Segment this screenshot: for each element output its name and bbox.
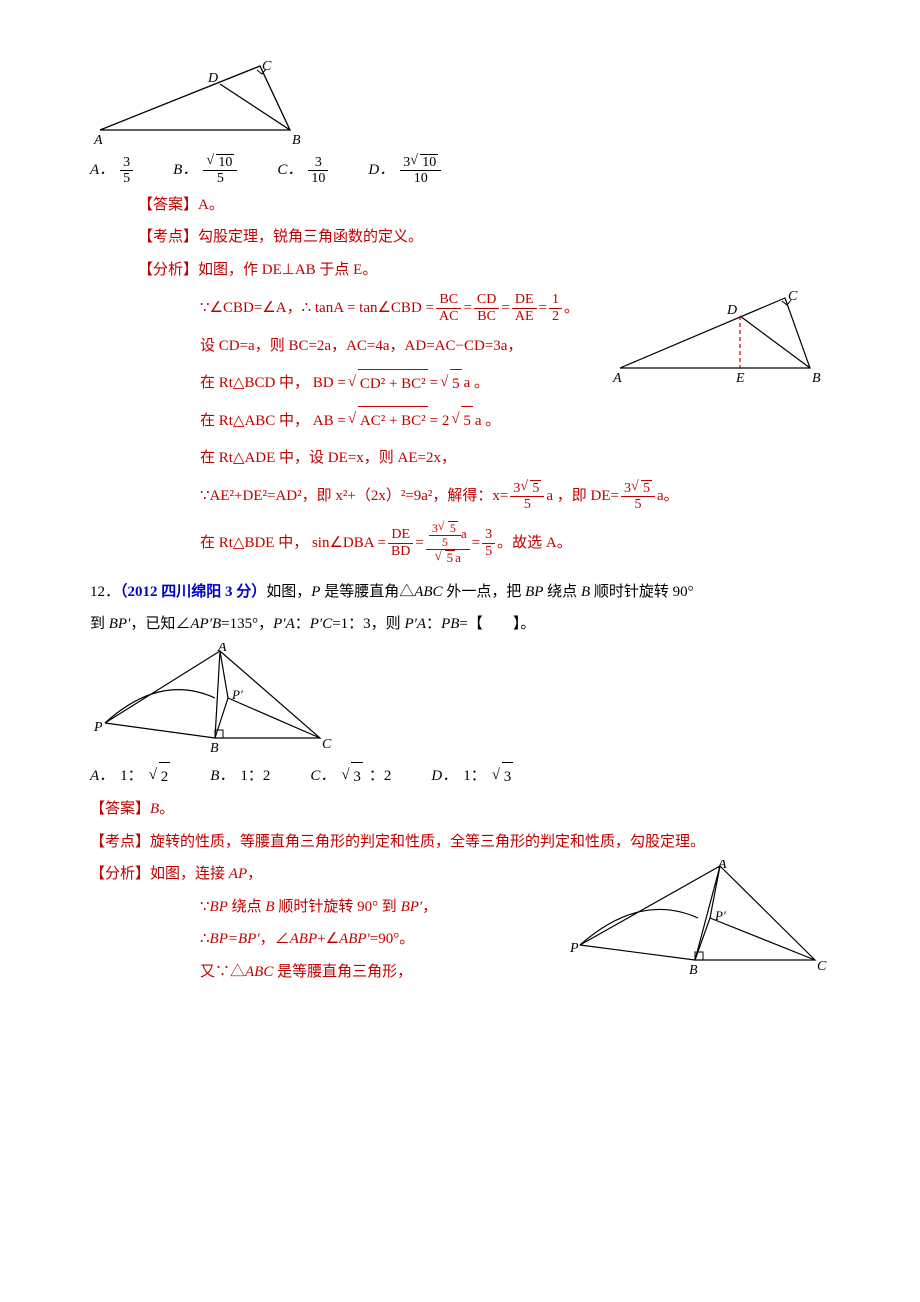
q11-step5: 在 Rt△ADE 中，设 DE=x，则 AE=2x，	[90, 444, 830, 473]
q12-option-d: D． 1：3	[431, 762, 513, 792]
svg-text:C: C	[322, 737, 332, 752]
q12-stem-2: 到 BP′，已知∠AP′B=135°，P′A：P′C=1：3，则 P′A：PB=…	[90, 610, 830, 639]
svg-text:C: C	[262, 60, 272, 74]
q11-analysis-figure: A B C D E	[610, 288, 830, 393]
q12-stem: 12．（2012 四川绵阳 3 分）如图，P 是等腰直角△ABC 外一点，把 B…	[90, 578, 830, 607]
q11-options: A． 35 B． 105 C． 310 D． 31010	[90, 154, 830, 187]
svg-text:E: E	[735, 371, 745, 386]
svg-text:C: C	[788, 289, 798, 304]
svg-text:P: P	[93, 720, 103, 735]
q11-step7: 在 Rt△BDE 中， sin∠DBA = DEBD = 355a 5a = 3…	[90, 521, 572, 566]
q12-options: A． 1：2 B． 1：2 C． 3：2 D． 1：3	[90, 762, 830, 792]
q11-step3: 在 Rt△BCD 中， BD = CD² + BC² = 5 a 。	[90, 369, 489, 399]
q12-option-b: B． 1：2	[210, 762, 270, 792]
svg-text:P′: P′	[231, 687, 243, 702]
svg-text:P′: P′	[714, 908, 726, 923]
svg-text:B: B	[292, 133, 301, 148]
svg-text:C: C	[817, 959, 827, 974]
q12-answer: 【答案】B。	[90, 795, 830, 824]
q11-step6: ∵AE²+DE²=AD²，即 x²+（2x）²=9a²，解得：x= 355 a …	[90, 480, 679, 513]
q11-option-c: C． 310	[277, 154, 328, 187]
svg-text:A: A	[717, 860, 727, 872]
q11-step4: 在 Rt△ABC 中， AB = AC² + BC² = 2 5 a 。	[90, 406, 500, 436]
q11-figure: A B C D	[90, 60, 830, 150]
q11-option-d: D． 31010	[368, 154, 441, 187]
svg-text:B: B	[689, 963, 698, 978]
svg-text:A: A	[217, 643, 227, 655]
q12-kaodian: 【考点】旋转的性质，等腰直角三角形的判定和性质，全等三角形的判定和性质，勾股定理…	[90, 828, 830, 857]
svg-text:D: D	[207, 71, 218, 86]
svg-text:B: B	[812, 371, 821, 386]
q12-analysis-figure: A B C P P′	[570, 860, 830, 980]
svg-text:P: P	[570, 941, 579, 956]
q11-kaodian: 【考点】勾股定理，锐角三角函数的定义。	[90, 223, 830, 252]
svg-text:B: B	[210, 741, 219, 756]
q11-answer: 【答案】A。	[90, 191, 830, 220]
q11-option-a: A． 35	[90, 154, 133, 187]
q12-option-c: C． 3：2	[310, 762, 391, 792]
q11-option-b: B． 105	[173, 154, 237, 187]
q11-step1: ∵∠CBD=∠A，∴ tanA = tan∠CBD = BCAC = CDBC …	[90, 292, 579, 324]
svg-text:A: A	[612, 371, 622, 386]
svg-text:A: A	[93, 133, 103, 148]
svg-text:D: D	[726, 303, 737, 318]
q12-figure: A B C P P′	[90, 643, 830, 758]
q12-option-a: A． 1：2	[90, 762, 170, 792]
q11-fenxi-intro: 【分析】如图，作 DE⊥AB 于点 E。	[90, 256, 830, 285]
